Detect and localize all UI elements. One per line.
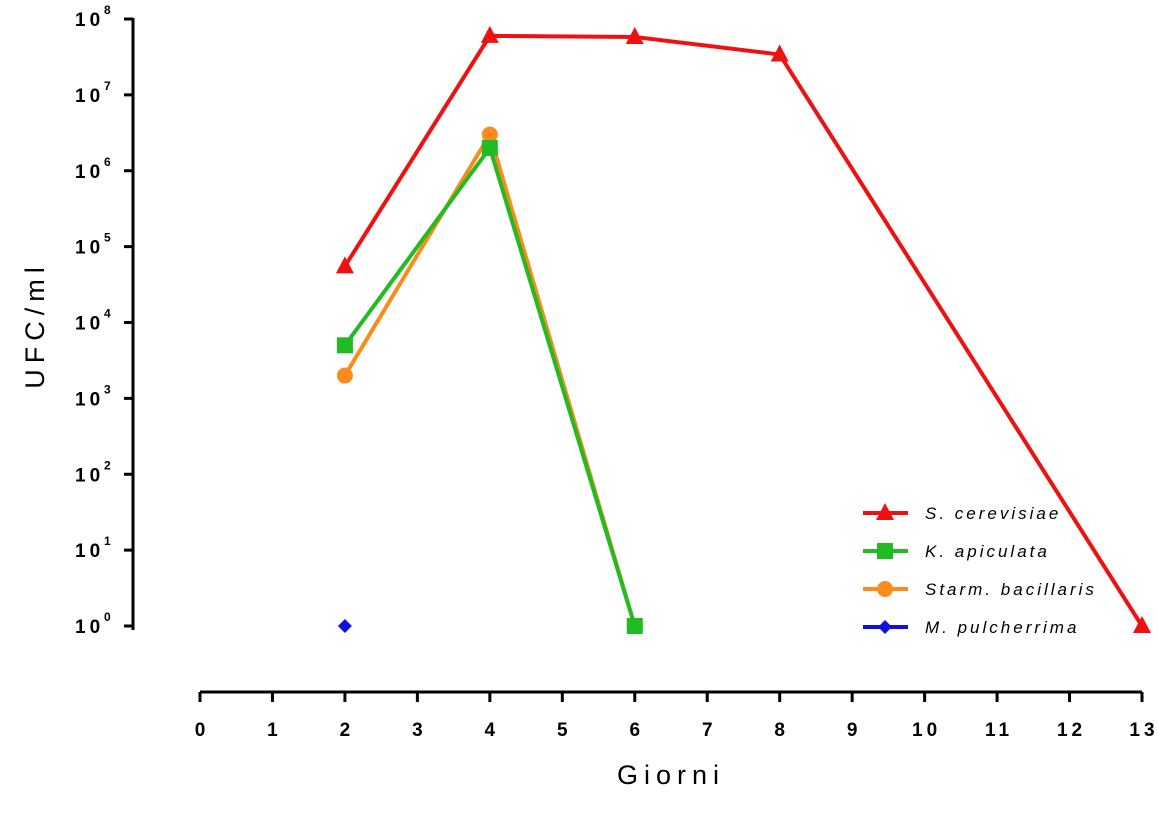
series-k-apiculata — [336, 139, 643, 634]
legend-item: S. cerevisiae — [863, 503, 1061, 523]
y-axis-title: UFC/ml — [20, 261, 50, 388]
marker-triangle — [770, 44, 789, 62]
series-line — [343, 145, 637, 627]
y-tick-exponent: 2 — [104, 458, 111, 472]
x-tick-label: 13 — [1129, 720, 1158, 741]
marker-square — [336, 337, 353, 354]
marker-square — [626, 618, 643, 634]
x-tick-label: 1 — [267, 720, 282, 741]
y-tick-exponent: 1 — [104, 534, 111, 548]
legend-label: S. cerevisiae — [925, 504, 1061, 523]
x-tick-label: 6 — [629, 720, 644, 741]
legend-item: K. apiculata — [863, 542, 1050, 561]
series-line — [343, 33, 1144, 628]
marker-triangle — [1133, 616, 1151, 633]
x-tick-label: 7 — [702, 720, 717, 741]
y-tick-label: 10 — [75, 86, 104, 107]
y-tick-exponent: 6 — [104, 155, 111, 169]
y-tick-label: 10 — [75, 389, 104, 410]
x-tick-label: 11 — [985, 720, 1013, 741]
legend: S. cerevisiae K. apiculata Starm. bacillar… — [863, 503, 1097, 637]
marker-diamond — [878, 620, 892, 634]
marker-triangle — [335, 256, 354, 274]
x-tick-label: 3 — [412, 720, 427, 741]
y-tick-label: 10 — [75, 238, 104, 259]
x-tick-label: 0 — [195, 720, 210, 741]
series-s-cerevisiae — [335, 25, 1151, 633]
series-m-pulcherrima — [337, 619, 352, 633]
marker-diamond — [337, 619, 352, 633]
y-tick-label: 10 — [75, 465, 104, 486]
x-tick-label: 2 — [340, 720, 355, 741]
legend-item: M. pulcherrima — [863, 618, 1079, 637]
marker-circle — [877, 581, 893, 597]
y-tick-exponent: 5 — [104, 231, 111, 245]
x-ticks: 0 1 2 3 4 5 6 7 8 9 10 11 12 13 — [195, 692, 1158, 741]
y-tick-label: 10 — [75, 10, 104, 31]
y-tick-exponent: 3 — [104, 382, 111, 396]
x-tick-label: 8 — [774, 720, 789, 741]
legend-label: K. apiculata — [925, 542, 1050, 561]
legend-label: M. pulcherrima — [925, 618, 1079, 637]
y-tick-label: 10 — [75, 617, 104, 638]
y-tick-label: 10 — [75, 314, 104, 335]
marker-square — [481, 139, 498, 156]
x-tick-label: 10 — [912, 720, 941, 741]
marker-triangle — [480, 25, 499, 43]
legend-label: Starm. bacillaris — [925, 580, 1097, 599]
marker-triangle — [876, 503, 894, 520]
y-tick-label: 10 — [75, 541, 104, 562]
y-tick-exponent: 8 — [104, 3, 111, 17]
x-tick-label: 5 — [557, 720, 572, 741]
series-line — [343, 132, 637, 627]
y-tick-exponent: 7 — [104, 79, 111, 93]
x-tick-label: 4 — [485, 720, 500, 741]
y-tick-exponent: 0 — [104, 610, 111, 624]
marker-circle — [336, 367, 353, 384]
x-tick-label: 9 — [847, 720, 862, 741]
y-tick-exponent: 4 — [104, 307, 111, 321]
y-tick-label: 10 — [75, 162, 104, 183]
marker-triangle — [625, 26, 644, 44]
legend-item: Starm. bacillaris — [863, 580, 1097, 599]
x-tick-label: 12 — [1057, 720, 1086, 741]
marker-circle — [481, 126, 498, 143]
x-axis: 0 1 2 3 4 5 6 7 8 9 10 11 12 13 — [195, 690, 1158, 741]
x-axis-title: Giorni — [617, 760, 725, 790]
series-layer — [335, 25, 1151, 634]
marker-square — [877, 543, 893, 559]
